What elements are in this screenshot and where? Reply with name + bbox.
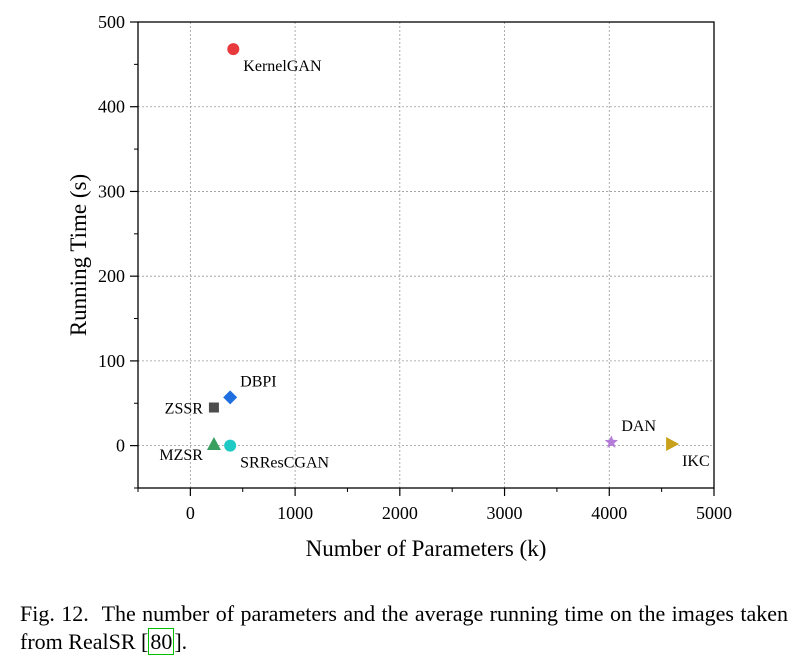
x-tick-label: 0 <box>186 503 195 523</box>
dbpi-label: DBPI <box>240 373 276 390</box>
x-tick-label: 4000 <box>591 503 627 523</box>
x-tick-label: 3000 <box>487 503 523 523</box>
x-axis-label: Number of Parameters (k) <box>306 536 547 561</box>
ikc-label: IKC <box>682 453 710 470</box>
y-tick-label: 400 <box>98 97 125 117</box>
y-tick-label: 300 <box>98 181 125 201</box>
kernelgan-marker <box>227 43 240 56</box>
zssr-label: ZSSR <box>165 401 204 418</box>
point-labels: KernelGAN DBPI ZSSR MZSR SRResCGAN DAN IKC <box>159 58 709 472</box>
kernelgan-label: KernelGAN <box>243 58 322 75</box>
axis-ticks <box>130 21 715 496</box>
y-axis-label: Running Time (s) <box>66 174 91 336</box>
citation-link[interactable]: 80 <box>148 628 175 655</box>
x-tick-label: 2000 <box>382 503 418 523</box>
ikc-marker <box>666 436 680 451</box>
caption-prefix: Fig. 12. <box>20 601 89 626</box>
y-tick-label: 500 <box>98 12 125 32</box>
dan-marker <box>604 435 618 448</box>
mzsr-label: MZSR <box>159 447 203 464</box>
scatter-chart: 0 1000 2000 3000 4000 5000 0 100 200 300 400 500 Ke… <box>66 12 732 561</box>
figure-caption: Fig. 12. The number of parameters and th… <box>20 600 788 656</box>
caption-suffix: ]. <box>174 629 188 654</box>
data-points <box>206 43 680 452</box>
zssr-marker <box>208 402 219 413</box>
y-tick-label: 200 <box>98 266 125 286</box>
y-tick-label: 0 <box>116 436 125 456</box>
x-tick-label: 1000 <box>277 503 313 523</box>
plot-frame <box>137 21 715 489</box>
srrescgan-label: SRResCGAN <box>240 455 329 472</box>
dbpi-marker <box>223 390 238 405</box>
mzsr-marker <box>206 436 221 450</box>
srrescgan-marker <box>224 439 237 452</box>
caption-text: The number of parameters and the average… <box>20 601 788 654</box>
tick-labels: 0 1000 2000 3000 4000 5000 0 100 200 300 400 500 <box>98 12 732 523</box>
dan-label: DAN <box>621 418 656 435</box>
x-tick-label: 5000 <box>696 503 732 523</box>
y-tick-label: 100 <box>98 351 125 371</box>
